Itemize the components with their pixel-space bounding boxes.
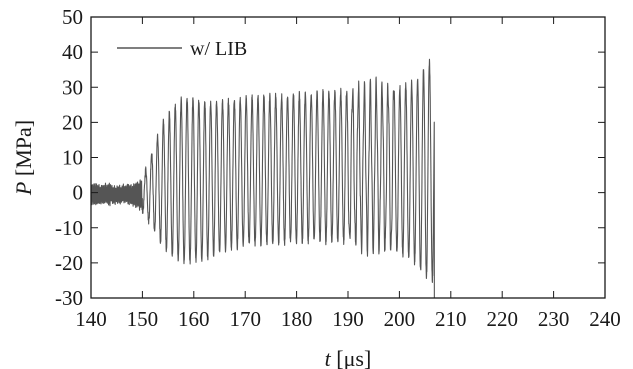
x-tick-label: 190 [332, 307, 364, 331]
x-tick-label: 240 [589, 307, 621, 331]
x-tick-label: 160 [178, 307, 210, 331]
x-axis-label: t [μs] [325, 346, 372, 369]
series-layer [91, 58, 435, 298]
y-axis-label: P [MPa] [11, 120, 36, 196]
x-tick-label: 230 [538, 307, 570, 331]
legend: w/ LIB [117, 38, 247, 60]
x-tick-label: 220 [486, 307, 518, 331]
y-tick-label: -30 [55, 286, 83, 310]
y-tick-label: 10 [62, 146, 83, 170]
series-line [91, 58, 435, 298]
x-tick-label: 140 [75, 307, 107, 331]
y-axis-label-unit: [MPa] [11, 120, 36, 176]
y-tick-label: 50 [62, 5, 83, 29]
y-axis-label-var: P [11, 182, 36, 196]
y-tick-label: -10 [55, 216, 83, 240]
axes-layer: 140 150 160 170 180 190 200 210 220 230 240-30-20-… [55, 5, 621, 331]
y-tick-label: -20 [55, 251, 83, 275]
y-tick-label: 40 [62, 40, 83, 64]
x-tick-label: 200 [384, 307, 416, 331]
y-tick-label: 20 [62, 110, 83, 134]
x-tick-label: 170 [229, 307, 261, 331]
x-tick-label: 150 [127, 307, 159, 331]
x-tick-label: 210 [435, 307, 467, 331]
legend-label: w/ LIB [190, 38, 247, 60]
x-tick-label: 180 [281, 307, 313, 331]
x-axis-label-var: t [325, 346, 332, 369]
x-axis-label-unit: [μs] [336, 346, 371, 369]
y-tick-label: 0 [73, 181, 84, 205]
y-tick-label: 30 [62, 75, 83, 99]
